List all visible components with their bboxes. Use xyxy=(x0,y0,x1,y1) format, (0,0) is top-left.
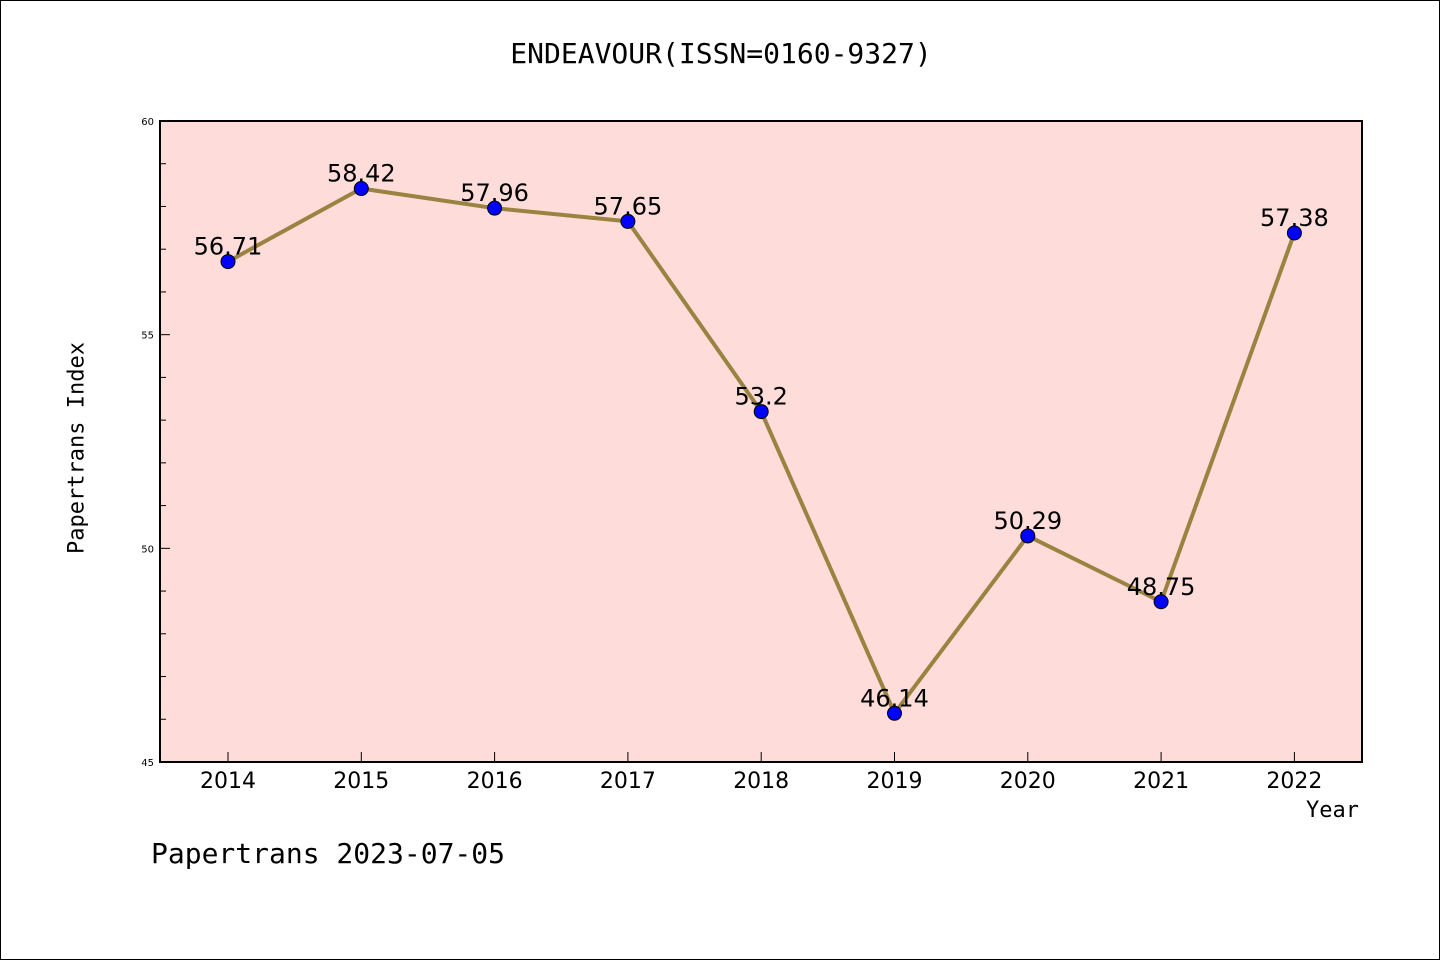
chart-title: ENDEAVOUR(ISSN=0160-9327) xyxy=(510,37,932,70)
x-tick-label: 2018 xyxy=(733,769,789,794)
x-axis-label: Year xyxy=(1306,798,1359,823)
y-tick-label: 50 xyxy=(141,544,154,555)
data-point xyxy=(753,404,769,420)
data-points xyxy=(220,181,1302,721)
y-tick-label: 45 xyxy=(141,758,154,769)
y-tick-label: 55 xyxy=(141,331,154,342)
data-label: 57.38 xyxy=(1260,204,1329,232)
data-label: 48.75 xyxy=(1127,573,1196,601)
x-axis-ticks: 2014 2015 2016 2017 2018 2019 2020 2021 2022 xyxy=(200,752,1322,794)
data-point xyxy=(220,254,236,270)
data-point xyxy=(620,213,636,229)
data-point xyxy=(1153,594,1169,610)
data-point xyxy=(487,200,503,216)
data-point xyxy=(887,705,902,721)
x-tick-label: 2016 xyxy=(467,769,523,794)
data-label: 58.42 xyxy=(327,160,396,188)
x-tick-label: 2019 xyxy=(867,769,923,794)
x-tick-label: 2020 xyxy=(1000,769,1056,794)
data-point xyxy=(1286,225,1302,241)
y-tick-label: 60 xyxy=(141,117,154,128)
x-tick-label: 2022 xyxy=(1266,769,1322,794)
data-label: 50.29 xyxy=(993,507,1062,535)
plot-frame xyxy=(159,120,1363,763)
x-tick-label: 2015 xyxy=(333,769,389,794)
x-tick-label: 2014 xyxy=(200,769,256,794)
data-label: 57.96 xyxy=(460,179,529,207)
data-point xyxy=(1020,528,1036,544)
watermark-text: Papertrans 2023-07-05 xyxy=(151,837,506,870)
data-label: 56.71 xyxy=(194,233,263,261)
data-label: 53.2 xyxy=(734,383,787,411)
data-label: 46.14 xyxy=(860,684,929,712)
x-tick-label: 2021 xyxy=(1133,769,1189,794)
data-label: 57.65 xyxy=(594,192,663,220)
data-labels: 56.71 58.42 57.96 57.65 53.2 46.14 50.29 48.75 5… xyxy=(194,160,1329,713)
data-point xyxy=(353,181,369,197)
plot-area xyxy=(160,121,1362,762)
x-tick-label: 2017 xyxy=(600,769,656,794)
